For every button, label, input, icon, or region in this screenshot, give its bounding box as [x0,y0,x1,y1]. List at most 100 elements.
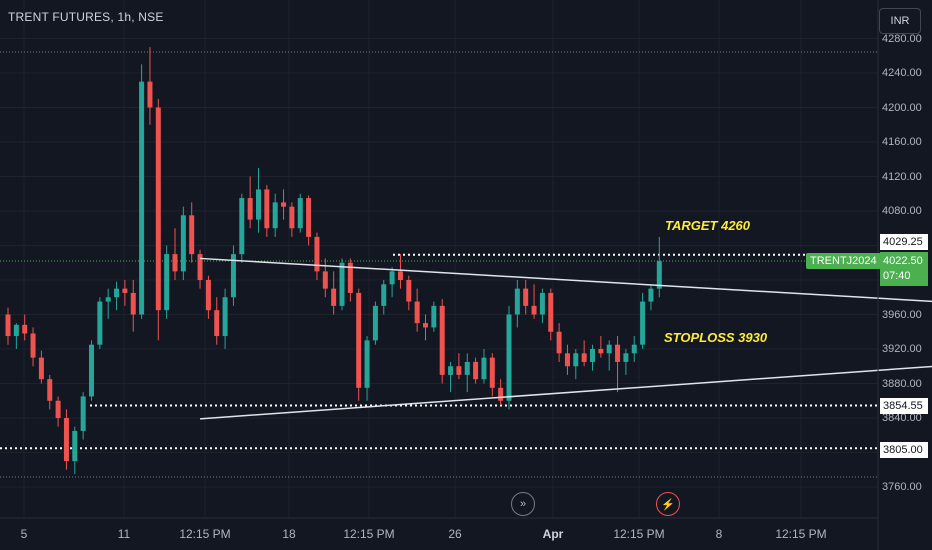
candle-body [372,305,378,341]
currency-button[interactable]: INR [879,8,921,34]
candle-body [406,280,412,302]
candle-body [38,357,44,380]
candle-body [431,305,437,328]
candle-body [281,202,287,207]
candle-body [448,366,454,375]
candle-body [439,305,445,375]
candle-body [456,366,462,375]
time-tick-label: 5 [20,527,28,541]
candle-body [640,301,646,345]
dividends-event-icon[interactable]: » [511,492,535,516]
candle-body [122,288,128,293]
price-tick-label: 4120.00 [882,170,922,183]
candle-body [389,271,395,285]
candle-body [197,254,203,280]
candle-body [489,357,495,388]
candle-body [539,292,545,315]
candle-body [514,288,520,315]
candle-body [189,215,195,255]
time-tick-label: 12:15 PM [613,527,665,541]
candle-body [581,353,587,362]
candle-body [590,349,595,362]
candle-body [397,271,403,280]
candle-body [606,344,612,354]
candle-body [13,324,19,337]
candle-body [556,331,562,354]
candle-body [506,314,512,401]
candles-layer [5,47,662,475]
reference-levels [0,51,878,478]
candle-body [656,261,662,289]
time-tick-label: 12:15 PM [343,527,395,541]
candle-body [615,344,621,362]
target-annotation[interactable]: TARGET 4260 [665,218,751,233]
candle-body [414,301,420,324]
time-tick-label: 12:15 PM [775,527,827,541]
time-tick-label: 18 [282,527,296,541]
candle-body [364,340,370,388]
candle-body [72,430,78,462]
symbol-title[interactable]: TRENT FUTURES, 1h, NSE [8,10,164,24]
trendlines-layer [199,257,932,420]
price-tick-label: 3920.00 [882,343,922,355]
candle-body [230,254,236,298]
current-price-marker: 4022.50 07:40 [880,252,928,286]
bar-countdown: 07:40 [883,270,911,282]
candle-body [481,357,487,380]
last-value-marker: 4029.25 [880,234,928,250]
price-tick-label: 3880.00 [882,377,922,390]
candle-body [180,215,186,272]
candle-body [464,361,470,375]
price-tick-label: 4240.00 [882,67,922,79]
candle-body [423,323,428,328]
candle-body [264,189,270,229]
level-marker-2: 3805.00 [880,442,928,458]
candle-body [623,353,629,362]
price-tick-label: 3760.00 [882,481,922,493]
candle-body [30,333,36,358]
candle-body [155,107,161,311]
candle-body [314,236,320,272]
price-tick-label: 4200.00 [882,101,922,114]
price-tick-label: 4080.00 [882,205,922,217]
candle-body [598,349,604,354]
lower-trendline [199,365,932,420]
candle-body [139,81,145,315]
candle-body [256,189,261,220]
candle-body [172,254,178,272]
candle-body [247,198,253,220]
candle-body [322,271,328,289]
candle-body [347,262,353,293]
candle-body [339,262,345,306]
stoploss-annotation[interactable]: STOPLOSS 3930 [664,330,768,345]
candle-body [130,292,136,315]
price-tick-label: 3840.00 [882,412,922,424]
earnings-event-icon[interactable]: ⚡ [656,492,680,516]
candle-body [97,301,103,345]
candle-body [114,288,120,298]
candle-body [289,206,295,229]
candle-body [222,297,228,337]
price-tick-label: 4280.00 [882,32,922,45]
candle-body [164,254,170,311]
grid-lines [0,0,878,518]
symbol-tag: TRENTJ2024 [806,253,881,269]
candle-body [63,418,69,462]
candle-body [47,379,53,401]
candle-body [55,400,61,418]
candle-body [306,198,312,237]
candle-body [564,353,570,367]
time-tick-label: 26 [448,527,462,541]
time-tick-label: Apr [542,527,564,541]
candle-body [631,344,637,354]
candle-body [331,288,337,306]
current-price-value: 4022.50 [883,255,923,267]
candle-body [531,305,537,315]
candle-body [80,396,86,431]
time-tick-label: 12:15 PM [179,527,231,541]
candle-body [523,288,529,306]
candle-body [381,284,387,306]
price-tick-label: 3960.00 [882,308,922,321]
candle-body [205,280,211,311]
